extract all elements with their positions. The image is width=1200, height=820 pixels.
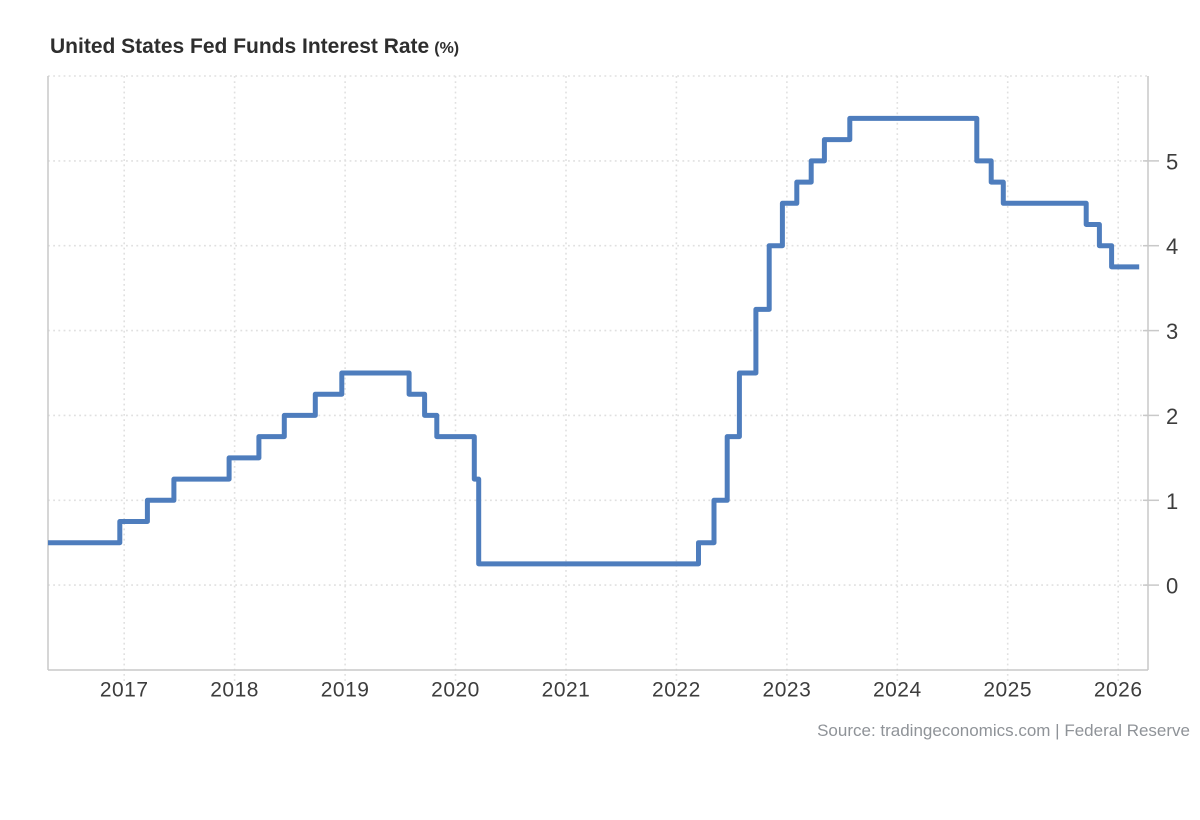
series-line-fed-funds-rate bbox=[48, 115, 1140, 567]
x-tick-label-2026: 2026 bbox=[1094, 679, 1143, 702]
chart-title: United States Fed Funds Interest Rate (%) bbox=[50, 35, 459, 59]
x-tick-label-2023: 2023 bbox=[763, 679, 812, 702]
chart-title-text: United States Fed Funds Interest Rate bbox=[50, 35, 430, 58]
chart-title-unit: (%) bbox=[434, 40, 460, 57]
y-tick-label-3: 3 bbox=[1166, 319, 1179, 344]
source-text: Source: tradingeconomics.com | Federal R… bbox=[817, 721, 1190, 740]
x-tick-label-2017: 2017 bbox=[100, 679, 149, 702]
x-tick-label-2025: 2025 bbox=[983, 679, 1032, 702]
x-tick-label-2024: 2024 bbox=[873, 679, 922, 702]
x-tick-label-2019: 2019 bbox=[321, 679, 370, 702]
x-tick-label-2022: 2022 bbox=[652, 679, 701, 702]
x-tick-label-2020: 2020 bbox=[431, 679, 480, 702]
y-tick-label-2: 2 bbox=[1166, 404, 1179, 429]
y-tick-label-5: 5 bbox=[1166, 149, 1179, 174]
y-tick-label-1: 1 bbox=[1166, 489, 1179, 514]
y-tick-label-0: 0 bbox=[1166, 574, 1179, 599]
y-tick-label-4: 4 bbox=[1166, 234, 1179, 259]
x-tick-label-2018: 2018 bbox=[210, 679, 259, 702]
x-tick-label-2021: 2021 bbox=[542, 679, 591, 702]
